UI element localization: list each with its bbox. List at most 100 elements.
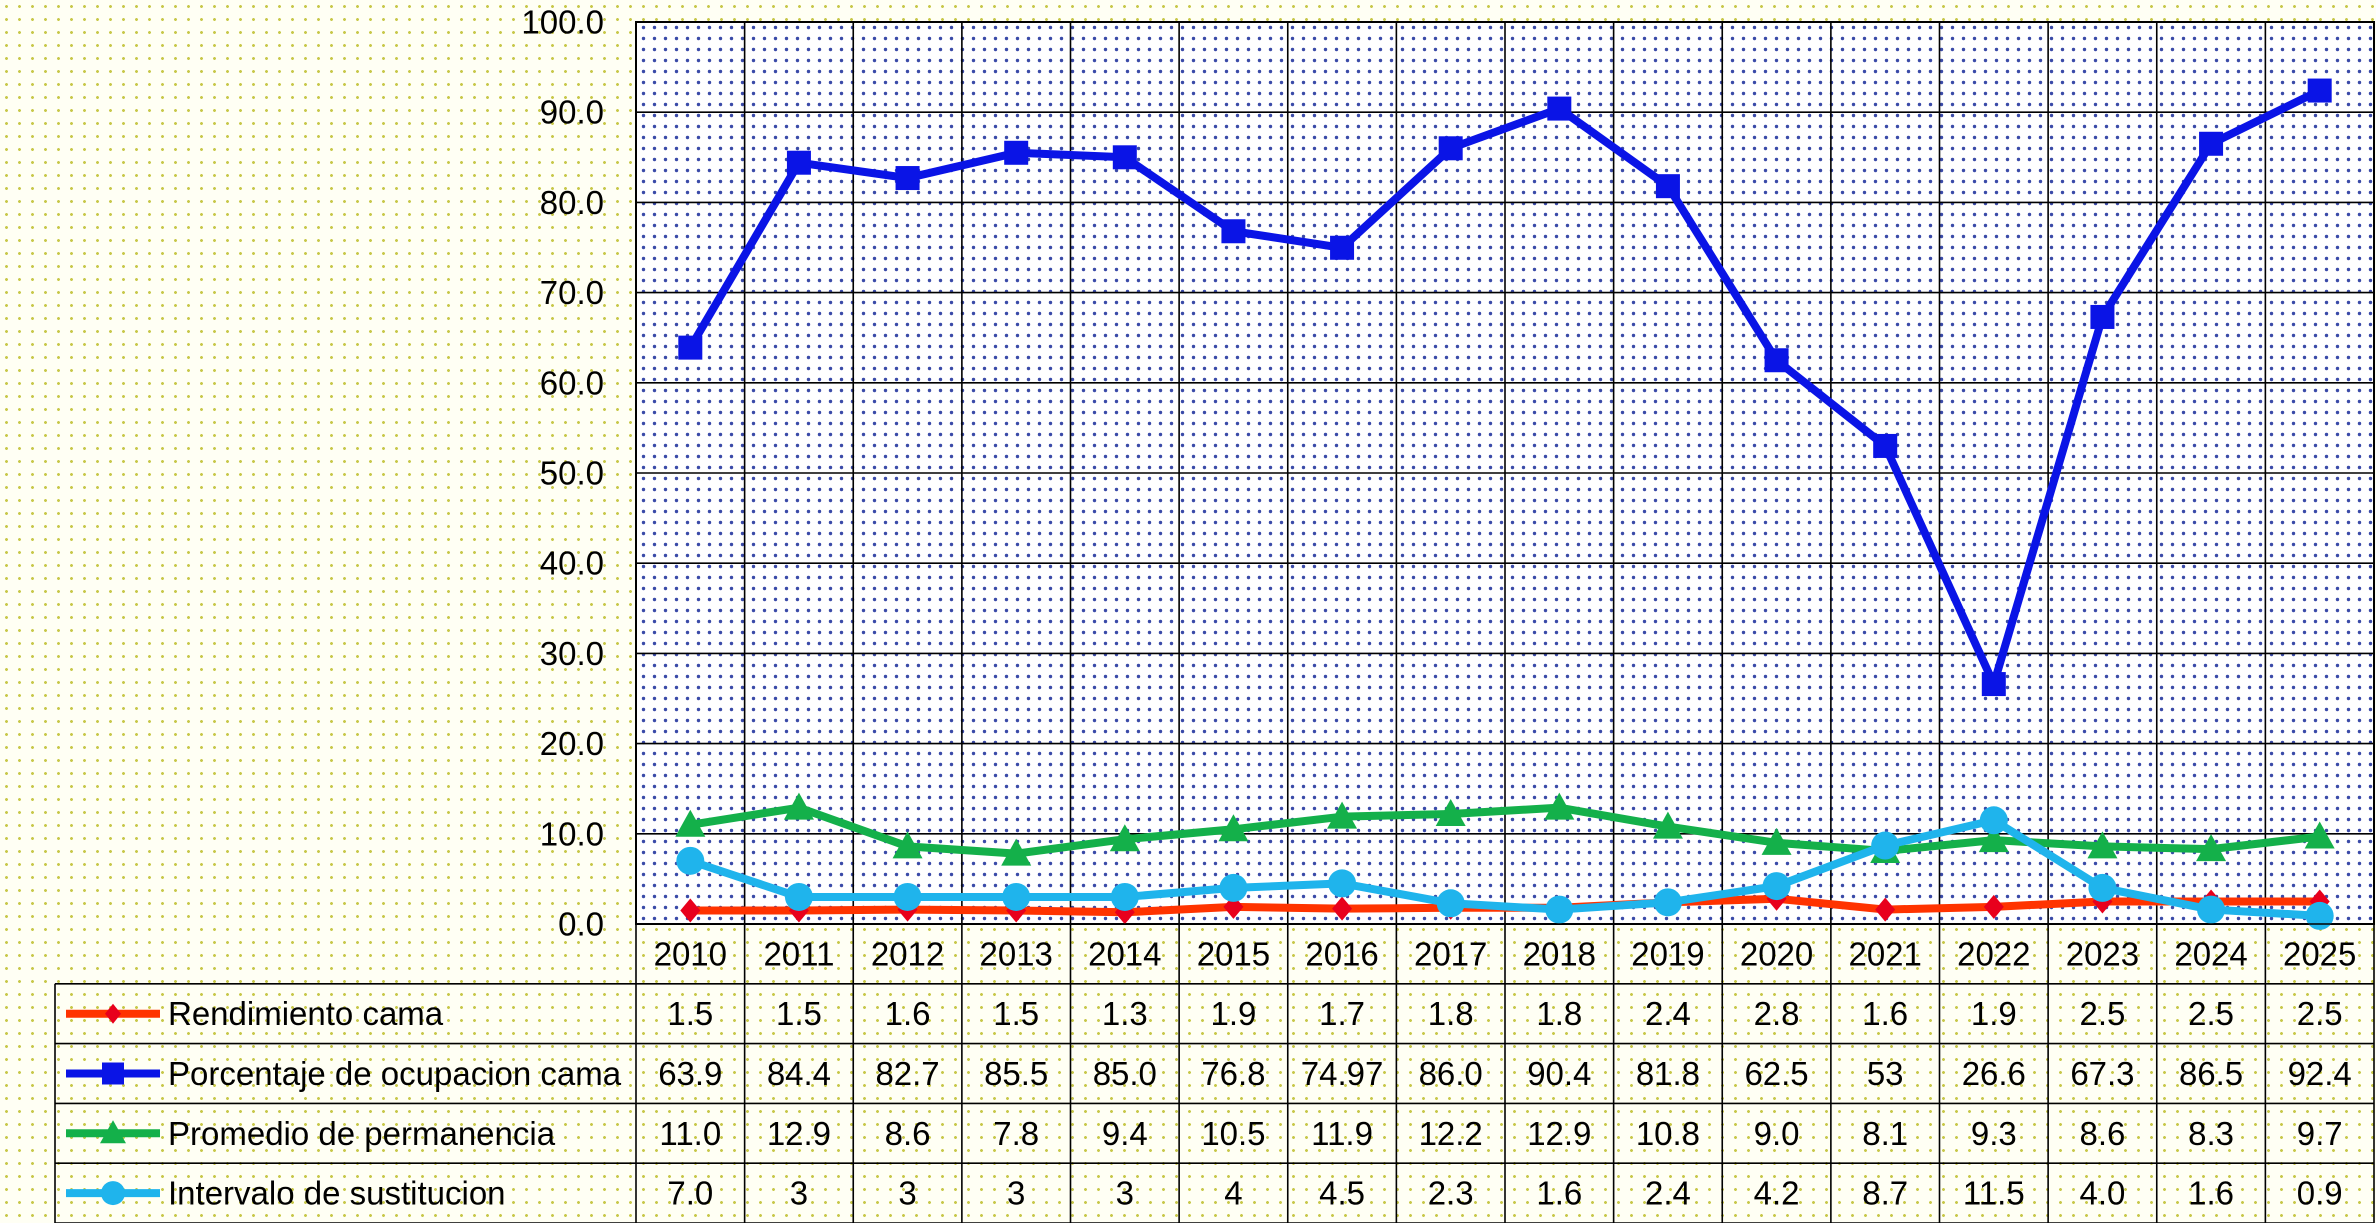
legend-label: Intervalo de sustitucion (168, 1175, 506, 1212)
y-tick-label: 60.0 (540, 364, 604, 401)
data-point (1218, 814, 1249, 842)
data-point (1761, 827, 1792, 855)
data-label: 86.5 (2179, 1055, 2243, 1092)
data-point (783, 792, 814, 820)
data-point (1764, 348, 1789, 373)
data-label: 86.0 (1419, 1055, 1483, 1092)
data-point (680, 898, 701, 923)
data-label: 8.3 (2188, 1115, 2234, 1152)
data-label: 26.6 (1962, 1055, 2026, 1092)
data-label: 82.7 (875, 1055, 939, 1092)
data-label: 12.9 (767, 1115, 831, 1152)
data-point (675, 809, 706, 837)
data-point (2088, 873, 2117, 902)
data-label: 76.8 (1201, 1055, 1265, 1092)
x-tick-label: 2025 (2283, 935, 2356, 972)
data-label: 7.0 (667, 1175, 713, 1212)
data-label: 4.2 (1754, 1175, 1800, 1212)
data-point (1978, 825, 2009, 853)
data-point (1327, 801, 1358, 829)
data-label: 1.6 (2188, 1175, 2234, 1212)
data-label: 8.1 (1862, 1115, 1908, 1152)
data-point (1330, 235, 1355, 260)
data-point (1004, 140, 1029, 165)
legend-key-marker (101, 1181, 125, 1206)
y-tick-label: 20.0 (540, 725, 604, 762)
data-point (1979, 806, 2008, 835)
data-label: 11.0 (659, 1115, 721, 1152)
data-point (2196, 834, 2227, 862)
data-label: 53 (1867, 1055, 1904, 1092)
x-tick-label: 2016 (1305, 935, 1378, 972)
legend-key-marker (105, 1003, 121, 1024)
data-point (1221, 219, 1246, 244)
data-label: 2.5 (2080, 995, 2126, 1032)
data-point (1436, 889, 1465, 918)
y-tick-label: 10.0 (540, 815, 604, 852)
legend-label: Porcentaje de ocupacion cama (168, 1055, 622, 1092)
data-point (1332, 896, 1353, 921)
data-label: 1.5 (993, 995, 1039, 1032)
data-label: 67.3 (2070, 1055, 2134, 1092)
data-point (676, 846, 705, 875)
x-tick-label: 2011 (763, 935, 834, 972)
data-label: 85.0 (1093, 1055, 1157, 1092)
data-point (2305, 901, 2334, 930)
data-label: 11.9 (1311, 1115, 1373, 1152)
y-tick-label: 40.0 (540, 545, 604, 582)
data-label: 1.5 (667, 995, 713, 1032)
y-tick-label: 0.0 (558, 906, 604, 943)
data-label: 4.5 (1319, 1175, 1365, 1212)
data-label: 8.6 (885, 1115, 931, 1152)
data-point (2304, 821, 2335, 849)
data-point (786, 150, 811, 175)
x-tick-label: 2023 (2066, 935, 2139, 972)
data-label: 1.6 (1536, 1175, 1582, 1212)
data-label: 1.8 (1428, 995, 1474, 1032)
data-label: 9.3 (1971, 1115, 2017, 1152)
data-point (1655, 174, 1680, 199)
series-line (689, 816, 2320, 920)
data-label: 3 (1116, 1175, 1134, 1212)
data-point (1001, 838, 1032, 866)
x-tick-label: 2018 (1523, 935, 1596, 972)
series-line (686, 86, 2322, 689)
data-point (1438, 136, 1463, 161)
data-label: 12.2 (1419, 1115, 1483, 1152)
data-table: 2010 2011 2012 2013 2014 2015 2016 2017 2018 2019… (54, 923, 2374, 1223)
data-label: 90.4 (1527, 1055, 1591, 1092)
data-label: 11.5 (1963, 1175, 2025, 1212)
data-label: 12.9 (1527, 1115, 1591, 1152)
data-point (1983, 894, 2004, 919)
x-tick-label: 2012 (871, 935, 944, 972)
data-point (1871, 831, 1900, 860)
data-point (2087, 831, 2118, 859)
data-point (1875, 897, 1896, 922)
data-label: 9.7 (2297, 1115, 2343, 1152)
data-label: 0.9 (2297, 1175, 2343, 1212)
data-label: 8.6 (2080, 1115, 2126, 1152)
data-label: 7.8 (993, 1115, 1039, 1152)
x-tick-label: 2015 (1197, 935, 1270, 972)
data-point (2090, 304, 2115, 329)
data-point (1547, 96, 1572, 121)
data-label: 10.8 (1636, 1115, 1700, 1152)
legend-label: Promedio de permanencia (168, 1115, 556, 1152)
x-tick-label: 2010 (654, 935, 727, 972)
data-label: 81.8 (1636, 1055, 1700, 1092)
data-label: 4.0 (2080, 1175, 2126, 1212)
data-point (892, 831, 923, 859)
data-point (1652, 811, 1683, 839)
data-label: 9.4 (1102, 1115, 1148, 1152)
y-tick-label: 50.0 (540, 455, 604, 492)
data-label: 1.9 (1211, 995, 1257, 1032)
x-tick-label: 2021 (1848, 935, 1921, 972)
data-label: 2.5 (2188, 995, 2234, 1032)
data-point (1328, 869, 1357, 898)
data-point (1653, 888, 1682, 917)
series-lines (675, 78, 2335, 930)
data-label: 1.8 (1536, 995, 1582, 1032)
data-label: 2.4 (1645, 1175, 1691, 1212)
y-tick-label: 30.0 (540, 635, 604, 672)
